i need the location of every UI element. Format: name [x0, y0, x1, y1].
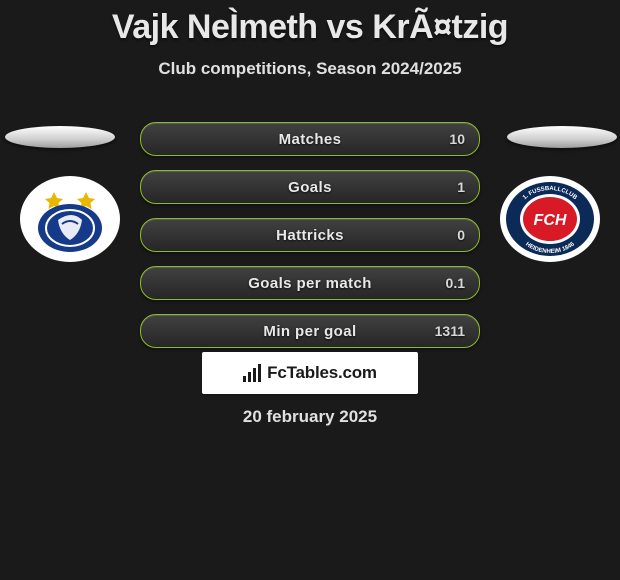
left-player-oval: [5, 126, 115, 148]
stat-value-right: 10: [449, 131, 465, 147]
stat-label: Min per goal: [263, 323, 356, 340]
stat-value-right: 0: [457, 227, 465, 243]
brand-box[interactable]: FcTables.com: [202, 352, 418, 394]
right-club-badge: FCH 1. FUSSBALLCLUB HEIDENHEIM 1846: [500, 176, 600, 262]
stat-label: Hattricks: [276, 227, 344, 244]
page-title: Vajk NeÌmeth vs KrÃ¤tzig: [0, 0, 620, 47]
fc-kobenhavn-logo-icon: [20, 176, 120, 262]
stat-label: Goals per match: [248, 275, 372, 292]
bar-chart-icon: [243, 364, 261, 382]
stat-row-matches: Matches 10: [140, 122, 480, 156]
brand-text: FcTables.com: [267, 363, 377, 383]
stat-value-right: 1: [457, 179, 465, 195]
stat-row-goals-per-match: Goals per match 0.1: [140, 266, 480, 300]
stat-label: Matches: [279, 131, 342, 148]
stat-label: Goals: [288, 179, 332, 196]
stat-row-goals: Goals 1: [140, 170, 480, 204]
stat-value-right: 1311: [435, 323, 465, 339]
stat-value-right: 0.1: [446, 275, 465, 291]
stats-panel: Matches 10 Goals 1 Hattricks 0 Goals per…: [140, 122, 480, 362]
left-club-badge: [20, 176, 120, 262]
date-text: 20 february 2025: [0, 407, 620, 427]
right-player-oval: [507, 126, 617, 148]
fc-heidenheim-logo-icon: FCH 1. FUSSBALLCLUB HEIDENHEIM 1846: [500, 176, 600, 262]
subtitle: Club competitions, Season 2024/2025: [0, 59, 620, 79]
comparison-widget: Vajk NeÌmeth vs KrÃ¤tzig Club competitio…: [0, 0, 620, 580]
right-club-inner-text: FCH: [534, 212, 567, 229]
stat-row-min-per-goal: Min per goal 1311: [140, 314, 480, 348]
stat-row-hattricks: Hattricks 0: [140, 218, 480, 252]
